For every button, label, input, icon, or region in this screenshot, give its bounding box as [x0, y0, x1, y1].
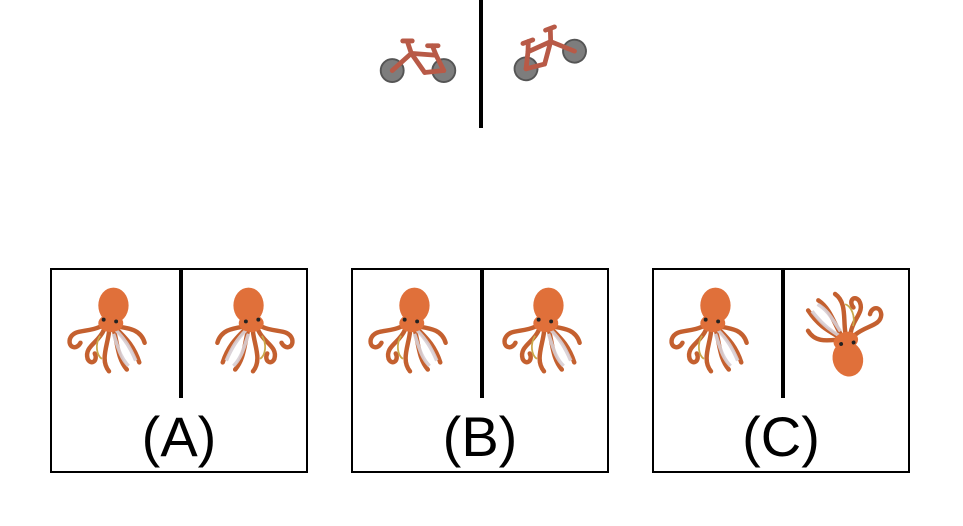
reference-divider [479, 0, 483, 128]
octopus-icon [666, 284, 756, 382]
octopus-mirrored-icon [208, 284, 298, 382]
option-label: (C) [742, 405, 820, 468]
bicycle-icon [375, 32, 461, 90]
octopus-icon [64, 284, 154, 382]
bicycle-flipped-icon [497, 9, 598, 93]
octopus-rotated-icon [789, 272, 901, 390]
option-divider [480, 270, 484, 398]
octopus-icon [499, 284, 589, 382]
option-label: (A) [141, 405, 217, 468]
reference-pair [370, 0, 594, 128]
option-b[interactable]: (B) [351, 268, 609, 473]
octopus-icon [365, 284, 455, 382]
option-divider [781, 270, 785, 398]
option-divider [179, 270, 183, 398]
option-a[interactable]: (A) [50, 268, 308, 473]
option-label: (B) [442, 405, 518, 468]
option-c[interactable]: (C) [652, 268, 910, 473]
